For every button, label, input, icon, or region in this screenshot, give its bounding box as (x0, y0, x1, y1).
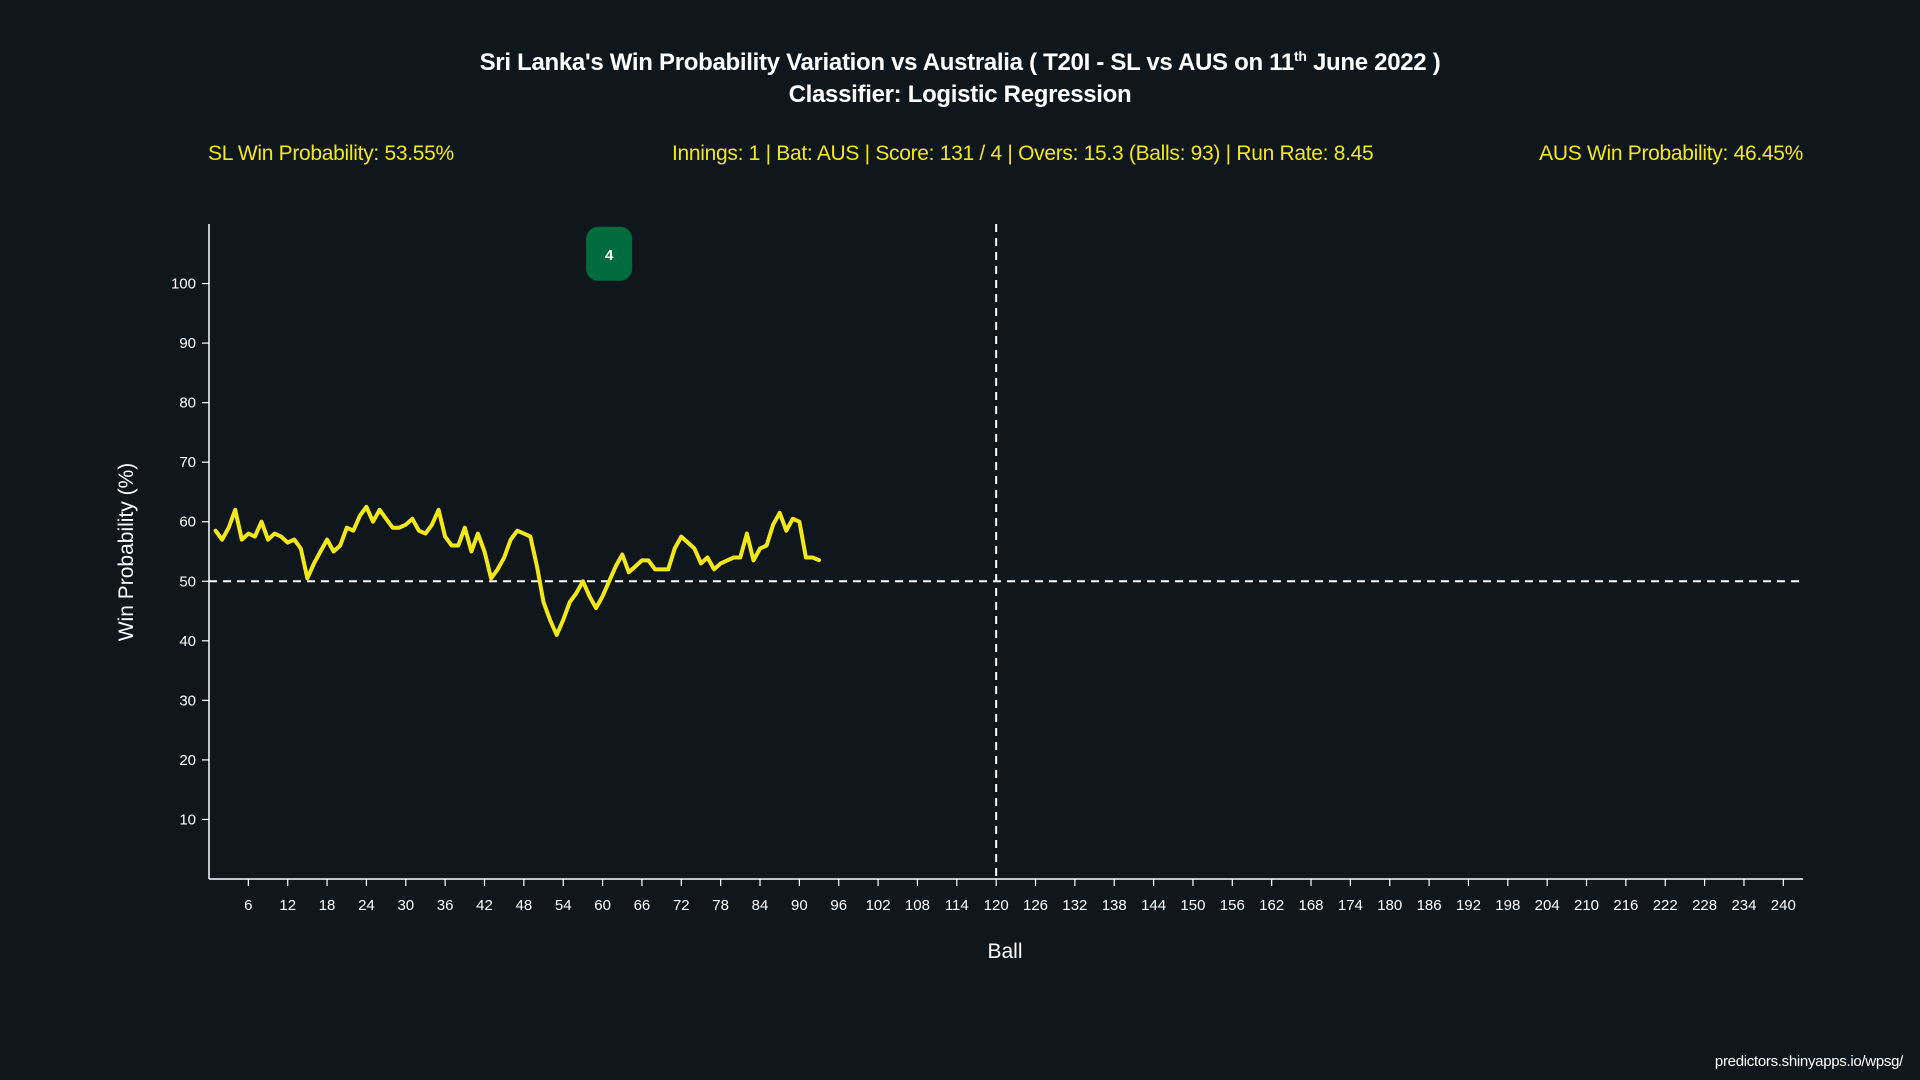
y-tick-label: 60 (179, 514, 196, 531)
chart-subtitle: Classifier: Logistic Regression (788, 81, 1132, 108)
x-tick-label: 132 (1062, 897, 1087, 914)
x-tick-label: 60 (594, 897, 611, 914)
x-tick-label: 150 (1180, 897, 1205, 914)
y-tick-label: 70 (179, 454, 196, 471)
aus-win-probability: AUS Win Probability: 46.45% (1539, 142, 1803, 165)
y-tick-label: 90 (179, 335, 196, 352)
x-tick-label: 6 (244, 897, 252, 914)
x-tick-label: 42 (476, 897, 493, 914)
x-axis-label: Ball (987, 940, 1022, 963)
chart-annotations: 4 (586, 226, 633, 281)
x-tick-label: 30 (397, 897, 414, 914)
x-tick-label: 114 (945, 897, 969, 914)
x-tick-label: 48 (516, 897, 533, 914)
x-tick-label: 228 (1692, 897, 1717, 914)
x-tick-label: 156 (1220, 897, 1245, 914)
x-tick-label: 36 (437, 897, 454, 914)
chart-series (213, 504, 821, 637)
x-tick-label: 240 (1771, 897, 1796, 914)
x-tick-label: 96 (830, 897, 847, 914)
y-tick-label: 10 (179, 811, 196, 828)
match-status: Innings: 1 | Bat: AUS | Score: 131 / 4 |… (672, 142, 1374, 165)
y-tick-label: 80 (179, 395, 196, 412)
x-tick-label: 12 (279, 897, 296, 914)
x-tick-label: 216 (1613, 897, 1638, 914)
x-tick-label: 186 (1417, 897, 1442, 914)
x-tick-label: 84 (752, 897, 769, 914)
y-tick-label: 50 (179, 573, 196, 590)
chart-ticks: 6 12 18 24 30 36 42 48 54 60 66 72 78 84 90 96 102 108 114… (171, 276, 1796, 914)
chart-axes (208, 224, 1803, 880)
x-tick-label: 222 (1653, 897, 1678, 914)
y-tick-label: 20 (179, 752, 196, 769)
x-tick-label: 54 (555, 897, 572, 914)
x-tick-label: 120 (984, 897, 1009, 914)
y-tick-label: 30 (179, 692, 196, 709)
y-tick-label: 40 (179, 633, 196, 650)
x-tick-label: 162 (1259, 897, 1284, 914)
reference-lines (209, 224, 1803, 879)
y-tick-label: 100 (171, 276, 196, 293)
x-tick-label: 174 (1338, 897, 1363, 914)
x-tick-label: 24 (358, 897, 375, 914)
x-tick-label: 78 (712, 897, 729, 914)
x-tick-label: 192 (1456, 897, 1481, 914)
x-tick-label: 168 (1299, 897, 1324, 914)
sl-win-probability: SL Win Probability: 53.55% (208, 142, 454, 165)
x-tick-label: 204 (1535, 897, 1560, 914)
x-tick-label: 210 (1574, 897, 1599, 914)
source-footer: predictors.shinyapps.io/wpsg/ (1714, 1053, 1903, 1070)
x-tick-label: 126 (1023, 897, 1048, 914)
win-probability-line (213, 504, 821, 637)
x-tick-label: 108 (905, 897, 930, 914)
wicket-badge (586, 226, 633, 281)
x-tick-label: 138 (1102, 897, 1127, 914)
y-axis-label: Win Probability (%) (115, 463, 138, 642)
x-tick-label: 180 (1377, 897, 1402, 914)
chart-title: Sri Lanka's Win Probability Variation vs… (479, 48, 1441, 76)
x-tick-label: 102 (866, 897, 891, 914)
wicket-badge-label: 4 (605, 247, 614, 264)
chart-title-block: Sri Lanka's Win Probability Variation vs… (0, 40, 1920, 111)
x-tick-label: 90 (791, 897, 808, 914)
x-tick-label: 18 (319, 897, 336, 914)
x-tick-label: 198 (1495, 897, 1520, 914)
x-tick-label: 66 (634, 897, 651, 914)
x-tick-label: 234 (1731, 897, 1756, 914)
x-tick-label: 144 (1141, 897, 1166, 914)
x-tick-label: 72 (673, 897, 690, 914)
